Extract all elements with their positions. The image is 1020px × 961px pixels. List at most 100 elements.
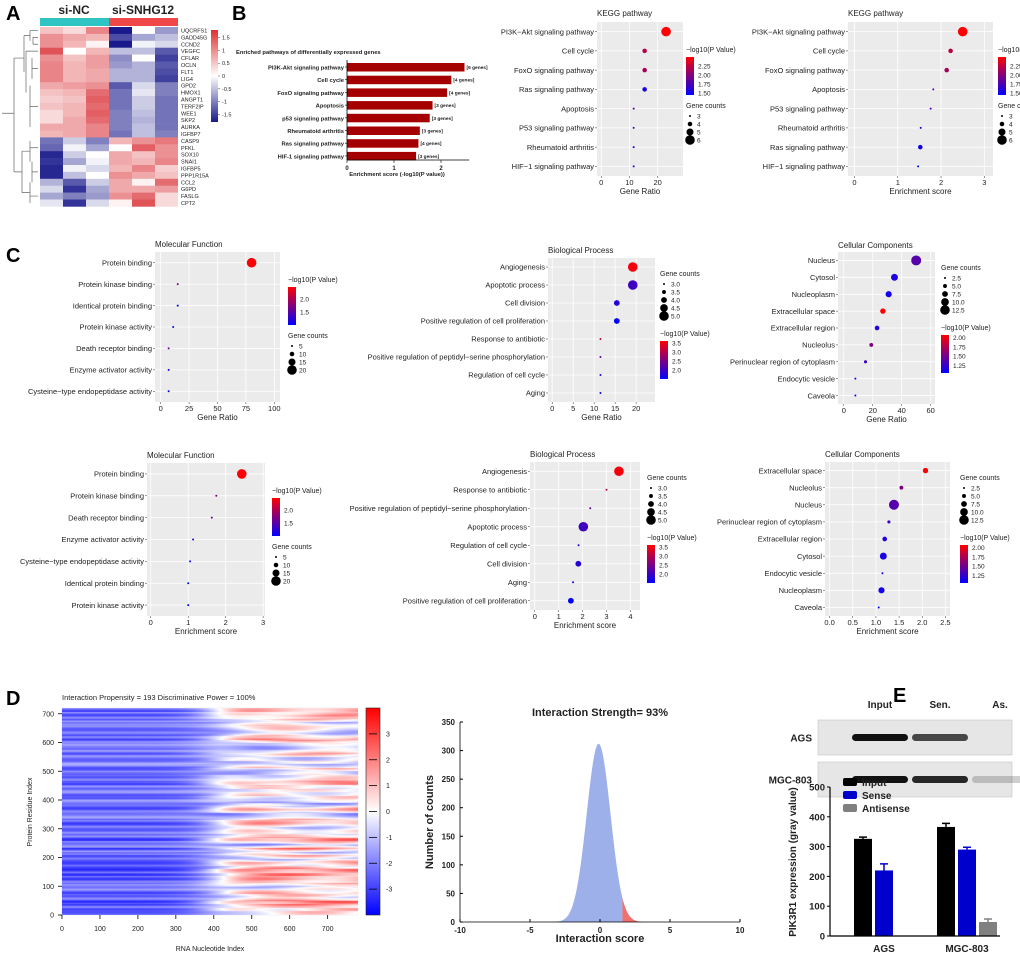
gene-label: LIG4	[181, 77, 193, 83]
x-tick-label: 15	[611, 404, 619, 413]
size-legend-tick: 5.0	[658, 518, 667, 525]
heatmap-cell	[63, 33, 86, 42]
histogram-area-positive	[622, 897, 656, 922]
heatmap-cell	[86, 102, 109, 111]
colorbar-tick-label: -2	[386, 861, 392, 868]
color-legend-bar	[941, 335, 949, 373]
term-label: Cell division	[505, 299, 545, 308]
term-label: Positive regulation of peptidyl−serine p…	[350, 504, 527, 513]
heatmap-cell	[63, 171, 86, 180]
heatmap-cell	[155, 82, 178, 90]
dot-point	[589, 507, 592, 510]
color-legend-bar	[960, 545, 968, 583]
heatmap-cell	[86, 165, 109, 173]
term-label: Nucleus	[795, 500, 822, 509]
dot-point	[176, 283, 179, 286]
gene-label: FASLG	[181, 194, 199, 200]
x-axis-label: Enrichment score	[554, 621, 617, 630]
term-label: Cytosol	[810, 273, 835, 282]
term-label: Cell cycle	[562, 47, 594, 56]
size-legend-tick: 5	[283, 555, 287, 562]
error-bar	[984, 918, 992, 922]
term-label: Nucleus	[808, 256, 835, 265]
size-legend-dot	[942, 291, 948, 297]
size-legend-tick: 10.0	[971, 510, 984, 517]
bar	[347, 113, 430, 123]
size-legend-dot	[943, 284, 947, 288]
dot-point	[189, 560, 192, 563]
gene-label: PFKL	[181, 146, 195, 152]
gene-label: CASP9	[181, 139, 199, 145]
heatmap-cell	[109, 185, 132, 193]
color-legend-tick: 1.5	[300, 309, 309, 316]
gene-label: G6PD	[181, 187, 196, 193]
term-label: Nucleoplasm	[779, 586, 822, 595]
term-label: Positive regulation of peptidyl−serine p…	[368, 353, 545, 362]
size-legend-tick: 7.5	[971, 502, 980, 509]
size-legend-dot	[647, 508, 655, 516]
x-tick-label: 5	[571, 404, 575, 413]
x-tick-label: 100	[268, 404, 281, 413]
heatmap-cell	[155, 199, 178, 207]
heatmap-cell	[155, 54, 178, 62]
x-tick-label: 2	[439, 166, 443, 172]
heatmap-cell	[132, 144, 155, 152]
heatmap-cell	[63, 178, 86, 186]
x-tick-label: 10	[590, 404, 598, 413]
heatmap-cell	[63, 158, 86, 166]
dot-point	[911, 255, 922, 266]
dot-point	[890, 273, 898, 281]
color-legend-tick: 2.00	[1010, 73, 1020, 80]
dot-plot	[147, 463, 265, 616]
color-legend-tick: 1.50	[953, 354, 966, 361]
heatmap-cell	[155, 47, 178, 55]
chart-title: Enriched pathways of differentially expr…	[236, 50, 381, 56]
row-dendrogram	[2, 30, 38, 203]
x-tick-label: 2	[581, 612, 585, 621]
gene-label: FLT1	[181, 70, 193, 76]
size-legend-dot	[941, 298, 949, 306]
panel-label-a: A	[6, 3, 20, 25]
term-label: Positive regulation of cell proliferatio…	[403, 596, 527, 605]
size-legend-tick: 2.5	[971, 486, 980, 493]
gene-label: HMOX1	[181, 91, 201, 97]
color-legend-tick: 1.75	[972, 554, 985, 561]
gene-label: IGFBP7	[181, 132, 201, 138]
heatmap-cell	[86, 61, 109, 69]
gene-label: CFLAR	[181, 56, 199, 62]
heatmap-cell	[40, 33, 63, 42]
color-legend-bar	[272, 498, 280, 536]
heatmap-cell	[132, 165, 155, 173]
color-legend-tick: 2.0	[672, 367, 681, 374]
heatmap-cell	[40, 61, 63, 69]
dot-point	[192, 538, 195, 541]
heatmap-cell	[63, 40, 86, 48]
x-tick-label: 1	[896, 178, 900, 187]
heatmap-cell	[109, 27, 132, 35]
size-legend-title: Gene counts	[288, 333, 328, 340]
term-label: Extracellular space	[772, 307, 835, 316]
color-legend-tick: 2.00	[953, 335, 966, 342]
color-legend-bar	[998, 57, 1006, 95]
heatmap-cell	[132, 102, 155, 111]
dot-plot	[530, 462, 640, 610]
dot-point	[888, 499, 899, 510]
plot-background	[548, 258, 655, 402]
heatmap-cell	[132, 130, 155, 138]
heatmap-cell	[132, 116, 155, 124]
color-legend-tick: 1.25	[972, 573, 985, 580]
chart-title: Interaction Propensity = 193 Discriminat…	[62, 693, 256, 702]
size-legend-tick: 5	[697, 130, 701, 137]
blot-band	[852, 734, 908, 741]
x-tick-label: 0.5	[848, 618, 858, 627]
heatmap-cell	[155, 144, 178, 152]
heatmap-cell	[109, 47, 132, 55]
heatmap-cell	[86, 185, 109, 193]
heatmap-cell	[109, 165, 132, 173]
bar	[347, 88, 448, 97]
dot-point	[599, 356, 602, 358]
heatmap-cell	[132, 171, 155, 180]
bar	[347, 126, 420, 135]
size-legend-tick: 20	[283, 579, 291, 586]
x-tick-label: 2	[224, 618, 228, 627]
